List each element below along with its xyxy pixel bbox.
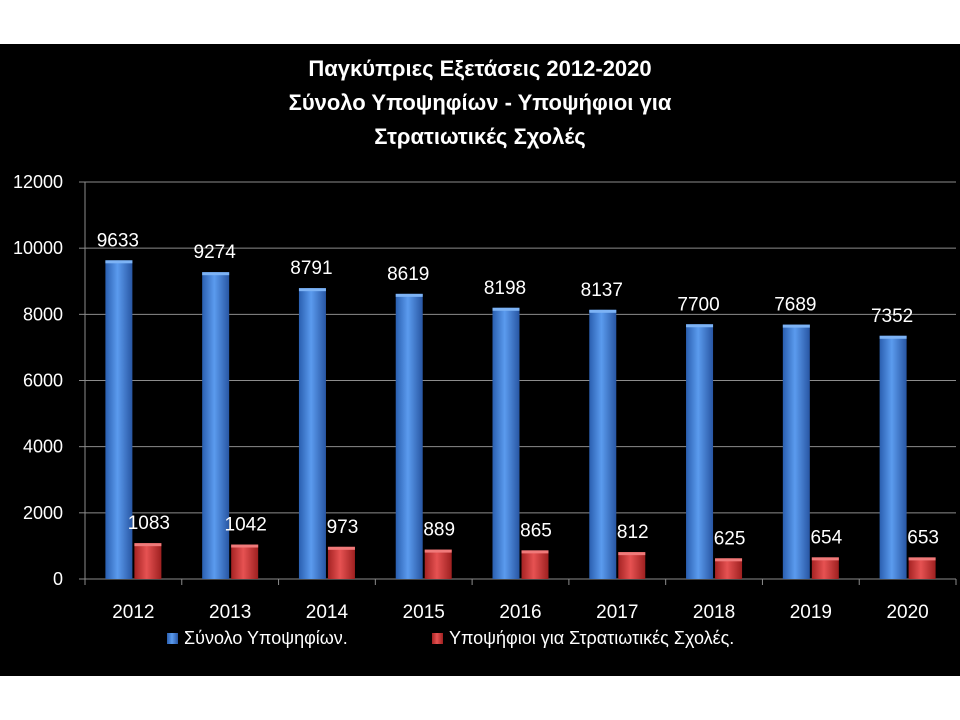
data-label: 8619	[387, 264, 429, 285]
bar	[231, 544, 259, 579]
legend-swatch	[432, 633, 443, 644]
bar-top	[811, 557, 839, 561]
gridlines	[85, 181, 956, 514]
bar-chart: Παγκύπριες Εξετάσεις 2012-2020 Σύνολο Υπο…	[13, 56, 957, 648]
data-label: 865	[520, 520, 552, 541]
legend: Σύνολο Υποψηφίων. Υποψήφιοι για Στρατιωτι…	[167, 628, 734, 648]
bar-top	[492, 307, 520, 311]
bars	[105, 260, 936, 579]
chart-panel: Παγκύπριες Εξετάσεις 2012-2020 Σύνολο Υπο…	[0, 44, 960, 676]
bar-top	[879, 335, 907, 339]
bar	[782, 324, 810, 579]
data-label: 625	[714, 528, 746, 549]
x-tick-label: 2016	[499, 602, 541, 623]
data-label: 7700	[677, 294, 719, 315]
bar-top	[589, 309, 617, 313]
bar	[811, 557, 839, 579]
chart-title: Παγκύπριες Εξετάσεις 2012-2020 Σύνολο Υπο…	[289, 56, 672, 149]
bar-top	[134, 543, 162, 547]
bar-top	[424, 549, 452, 553]
y-tick-label: 8000	[23, 304, 63, 324]
bar	[395, 293, 423, 579]
bar	[134, 543, 162, 579]
x-tick-label: 2013	[209, 602, 251, 623]
y-tick-label: 6000	[23, 371, 63, 391]
bar	[202, 272, 230, 579]
bar	[105, 260, 133, 579]
bar	[686, 324, 714, 579]
data-label: 9633	[97, 230, 139, 251]
bar	[879, 335, 907, 579]
x-tick-label: 2018	[693, 602, 735, 623]
bar-top	[395, 293, 423, 297]
chart-title-line: Σύνολο Υποψηφίων - Υποψήφιοι για	[289, 90, 672, 115]
legend-label: Σύνολο Υποψηφίων.	[184, 628, 348, 648]
x-tick-label: 2020	[886, 602, 928, 623]
data-label: 653	[907, 527, 939, 548]
bar	[327, 546, 355, 579]
data-label: 654	[810, 527, 842, 548]
legend-label: Υποψήφιοι για Στρατιωτικές Σχολές.	[449, 628, 734, 648]
data-label: 7689	[774, 295, 816, 316]
y-tick-label: 0	[53, 569, 63, 589]
x-tick-label: 2015	[403, 602, 445, 623]
y-tick-label: 10000	[13, 238, 63, 258]
bar-top	[618, 552, 646, 556]
bar	[618, 552, 646, 579]
bar-top	[105, 260, 133, 264]
bar	[521, 550, 549, 579]
data-label: 7352	[871, 306, 913, 327]
data-label: 973	[327, 517, 359, 538]
bar-top	[686, 324, 714, 328]
x-tick-label: 2012	[112, 602, 154, 623]
bar	[492, 307, 520, 579]
bar-top	[908, 557, 936, 561]
y-tick-label: 12000	[13, 172, 63, 192]
bar-top	[327, 546, 355, 550]
axes: 0 2000 4000 6000 8000 10000 12000 2012 2013 2014 2…	[13, 172, 957, 623]
data-label: 8198	[484, 278, 526, 299]
bar	[715, 558, 743, 579]
data-label: 9274	[194, 242, 237, 263]
bar-top	[231, 544, 259, 548]
bar	[424, 549, 452, 579]
data-labels: 9633 1083 9274 1042 8791 973 8619 889 8198 865 813…	[97, 230, 939, 549]
chart-title-line: Στρατιωτικές Σχολές	[374, 124, 585, 149]
bar-top	[521, 550, 549, 554]
bar-top	[202, 272, 230, 276]
data-label: 8137	[581, 280, 623, 301]
bar	[908, 557, 936, 579]
y-tick-label: 4000	[23, 437, 63, 457]
bar	[298, 288, 326, 579]
data-label: 1083	[128, 513, 170, 534]
bar-top	[782, 324, 810, 328]
bar-top	[715, 558, 743, 562]
data-label: 812	[617, 522, 649, 543]
chart-title-line: Παγκύπριες Εξετάσεις 2012-2020	[308, 56, 651, 81]
y-tick-label: 2000	[23, 503, 63, 523]
bar-top	[298, 288, 326, 292]
data-label: 889	[423, 520, 455, 541]
legend-swatch	[167, 633, 178, 644]
x-tick-label: 2019	[790, 602, 832, 623]
data-label: 8791	[290, 258, 332, 279]
data-label: 1042	[225, 515, 267, 536]
x-tick-label: 2014	[306, 602, 349, 623]
bar	[589, 309, 617, 579]
x-tick-label: 2017	[596, 602, 638, 623]
